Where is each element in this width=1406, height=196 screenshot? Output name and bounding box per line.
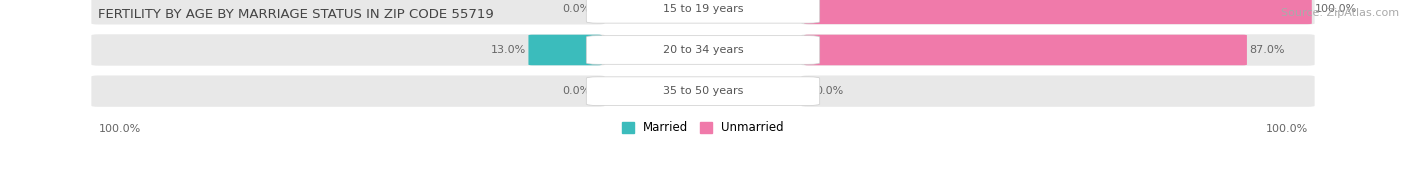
Text: 0.0%: 0.0% [562, 4, 591, 14]
Text: 100.0%: 100.0% [1265, 124, 1308, 134]
Text: 87.0%: 87.0% [1250, 45, 1285, 55]
Text: 13.0%: 13.0% [491, 45, 526, 55]
Text: 0.0%: 0.0% [815, 86, 844, 96]
Text: 100.0%: 100.0% [1315, 4, 1357, 14]
Text: 35 to 50 years: 35 to 50 years [662, 86, 744, 96]
Text: Source: ZipAtlas.com: Source: ZipAtlas.com [1281, 8, 1399, 18]
Text: FERTILITY BY AGE BY MARRIAGE STATUS IN ZIP CODE 55719: FERTILITY BY AGE BY MARRIAGE STATUS IN Z… [98, 8, 494, 21]
Legend: Married, Unmarried: Married, Unmarried [617, 117, 789, 139]
Text: 100.0%: 100.0% [98, 124, 141, 134]
Text: 15 to 19 years: 15 to 19 years [662, 4, 744, 14]
Text: 0.0%: 0.0% [562, 86, 591, 96]
Text: 20 to 34 years: 20 to 34 years [662, 45, 744, 55]
